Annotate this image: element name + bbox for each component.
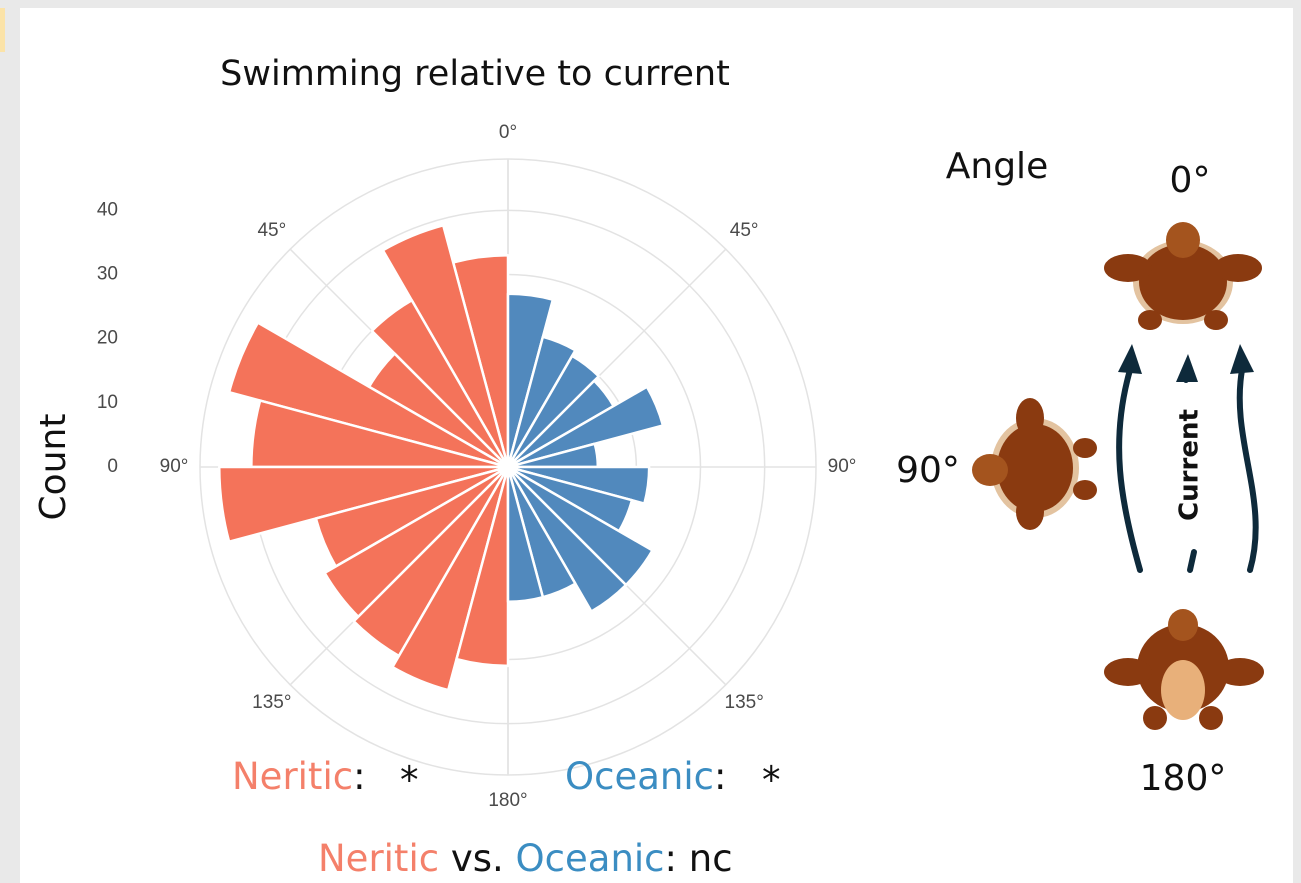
plastron (1161, 660, 1205, 720)
turtle-0 (1104, 222, 1262, 330)
bar (506, 335, 577, 469)
neritic-test: Neritic: (232, 755, 366, 798)
series-name: Oceanic (516, 837, 665, 880)
arrow (1187, 549, 1197, 573)
flipper (1104, 658, 1152, 686)
flipper (1204, 310, 1228, 330)
bar (381, 224, 510, 469)
x-tick-label: 45° (257, 220, 286, 241)
oceanic-result: * (762, 759, 781, 802)
series-name: Neritic (232, 755, 353, 798)
y-tick-label: 30 (97, 264, 118, 285)
series-name: Oceanic (565, 755, 714, 798)
angle-label: 0° (1170, 160, 1211, 201)
series-name: Neritic (318, 837, 439, 880)
comparison-test: Neritic vs. Oceanic: nc (318, 837, 733, 880)
bar (370, 299, 510, 469)
head (972, 454, 1008, 486)
arrow (1116, 367, 1143, 573)
separator: : (353, 755, 365, 798)
arrow (1236, 367, 1259, 573)
panel (20, 8, 1293, 883)
flipper (1214, 254, 1262, 282)
bar (506, 354, 600, 469)
arrowhead (1230, 344, 1254, 374)
flipper (1216, 658, 1264, 686)
flipper (1104, 254, 1152, 282)
separator: : (665, 837, 677, 880)
separator: : (714, 755, 726, 798)
bar (455, 465, 510, 668)
edge-marker (0, 8, 5, 52)
x-tick-label: 90° (160, 456, 189, 477)
y-tick-label: 40 (97, 199, 118, 220)
neritic-result: * (400, 759, 419, 802)
x-tick-label: 0° (499, 122, 517, 143)
turtle-180 (1104, 609, 1264, 730)
arrowheads (1118, 344, 1254, 382)
x-tick-label: 180° (488, 790, 527, 811)
flipper (1138, 310, 1162, 330)
chart-title: Swimming relative to current (220, 54, 730, 94)
x-tick-label: 45° (730, 220, 759, 241)
arrowhead (1176, 354, 1198, 382)
angle-label: 90° (896, 450, 960, 491)
head (1168, 609, 1198, 641)
rose-chart: Swimming relative to current Count 0 10 20… (33, 54, 856, 811)
bar (506, 385, 665, 469)
flipper (1073, 480, 1097, 500)
flipper (1016, 494, 1044, 530)
turtle-90 (972, 398, 1097, 530)
orientation-diagram: Angle 0° 90° 180° Current (896, 146, 1264, 799)
bar (506, 465, 628, 613)
bar (391, 465, 510, 692)
current-label: Current (1175, 409, 1205, 521)
shell (1139, 244, 1227, 320)
y-tick-label: 0 (107, 456, 118, 477)
flipper (1073, 438, 1097, 458)
shell (997, 424, 1073, 512)
x-tick-label: 90° (828, 456, 857, 477)
bar (227, 321, 510, 469)
arrowhead (1118, 344, 1142, 374)
y-tick-label: 20 (97, 328, 118, 349)
angle-label: 180° (1140, 758, 1227, 799)
x-tick-label: 135° (252, 692, 291, 713)
y-tick-label: 10 (97, 392, 118, 413)
significance: Neritic: * Oceanic: * Neritic vs. Oceani… (232, 755, 781, 880)
center-hole (498, 457, 518, 477)
x-tick-label: 135° (725, 692, 764, 713)
comparison-result: nc (689, 837, 733, 880)
oceanic-test: Oceanic: (565, 755, 726, 798)
head (1166, 222, 1200, 258)
flipper (1199, 706, 1223, 730)
flipper (1016, 398, 1044, 438)
diagram-heading: Angle (946, 146, 1048, 187)
versus: vs. (451, 837, 504, 880)
y-axis-label: Count (33, 414, 74, 521)
flipper (1143, 706, 1167, 730)
bar (506, 465, 545, 603)
